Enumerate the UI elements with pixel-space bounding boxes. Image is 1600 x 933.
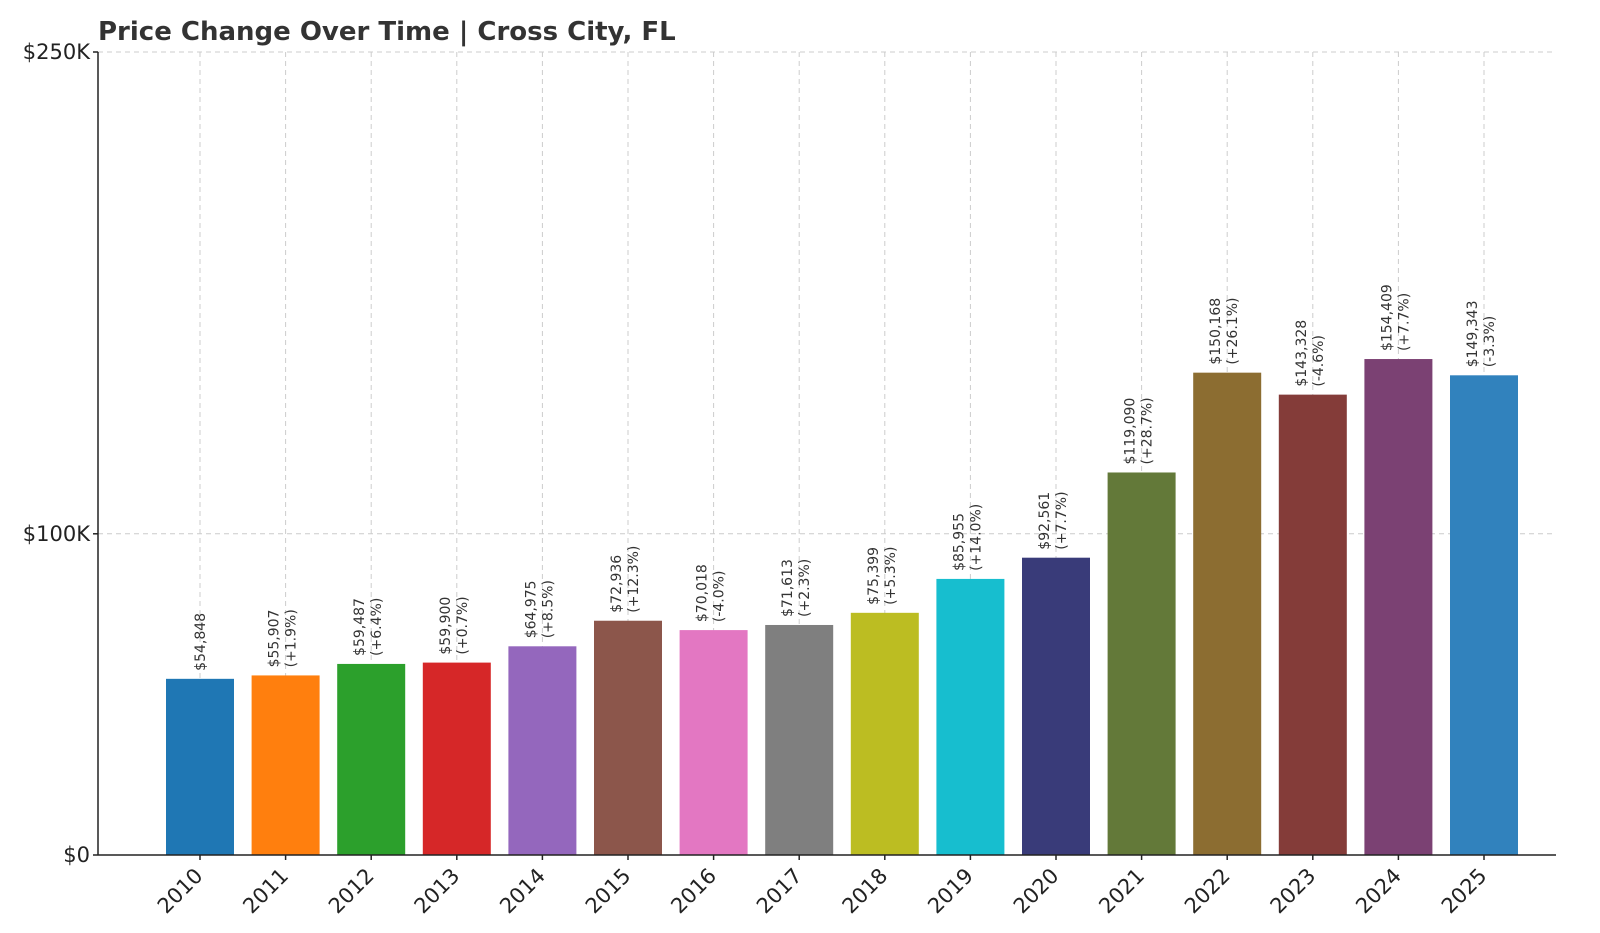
bar-2022 bbox=[1193, 372, 1262, 855]
change-label: (+1.9%) bbox=[284, 609, 300, 667]
value-label: $143,328 bbox=[1294, 320, 1310, 387]
bar-2020 bbox=[1022, 557, 1090, 855]
change-label: (+7.7%) bbox=[1396, 293, 1412, 351]
bar-2014 bbox=[508, 646, 577, 855]
data-labels: $54,848 $55,907 (+1.9%) $59,487 (+6.4%) $59,9… bbox=[193, 284, 1498, 671]
value-label: $71,613 bbox=[780, 559, 796, 617]
y-tick-label: $100K bbox=[23, 522, 91, 546]
x-tick-label: 2012 bbox=[324, 864, 379, 919]
change-label: (+5.3%) bbox=[883, 547, 899, 605]
bar-2013 bbox=[422, 662, 491, 855]
change-label: (+8.5%) bbox=[540, 580, 556, 638]
x-tick-label: 2010 bbox=[153, 864, 208, 919]
change-label: (-3.3%) bbox=[1482, 316, 1498, 368]
bar-2019 bbox=[936, 578, 1005, 855]
x-tick-label: 2023 bbox=[1266, 864, 1321, 919]
value-label: $75,399 bbox=[866, 547, 882, 605]
y-tick-label: $250K bbox=[23, 40, 91, 64]
bar-2021 bbox=[1107, 472, 1176, 855]
bar-2015 bbox=[594, 620, 662, 855]
x-tick-label: 2015 bbox=[581, 864, 636, 919]
change-label: (+12.3%) bbox=[626, 546, 642, 613]
bar-2023 bbox=[1278, 394, 1347, 855]
bar-2010 bbox=[166, 678, 234, 855]
value-label: $150,168 bbox=[1208, 298, 1224, 365]
value-label: $59,487 bbox=[352, 598, 368, 656]
change-label: (-4.0%) bbox=[712, 571, 728, 623]
bar-2016 bbox=[679, 630, 748, 855]
x-tick-label: 2020 bbox=[1009, 864, 1064, 919]
change-label: (+7.7%) bbox=[1054, 491, 1070, 549]
x-tick-label: 2014 bbox=[495, 864, 550, 919]
value-label: $154,409 bbox=[1379, 284, 1395, 351]
value-label: $59,900 bbox=[438, 597, 454, 655]
change-label: (-4.6%) bbox=[1311, 335, 1327, 387]
x-tick-label: 2024 bbox=[1351, 864, 1406, 919]
bar-2012 bbox=[337, 663, 406, 855]
x-tick-label: 2013 bbox=[410, 864, 465, 919]
x-tick-label: 2022 bbox=[1180, 864, 1235, 919]
y-tick-label: $0 bbox=[63, 843, 90, 867]
x-tick-label: 2019 bbox=[923, 864, 978, 919]
value-label: $64,975 bbox=[523, 580, 539, 638]
bar-2018 bbox=[850, 612, 919, 855]
value-label: $85,955 bbox=[951, 513, 967, 571]
value-label: $70,018 bbox=[695, 564, 711, 622]
x-tick-label: 2018 bbox=[838, 864, 893, 919]
value-label: $55,907 bbox=[267, 610, 283, 668]
change-label: (+2.3%) bbox=[797, 559, 813, 617]
change-label: (+0.7%) bbox=[455, 596, 471, 654]
x-tick-label: 2025 bbox=[1437, 864, 1492, 919]
change-label: (+6.4%) bbox=[369, 598, 385, 656]
bar-2024 bbox=[1364, 359, 1433, 855]
value-label: $72,936 bbox=[609, 555, 625, 613]
chart-title: Price Change Over Time | Cross City, FL bbox=[98, 17, 676, 47]
change-label: (+14.0%) bbox=[968, 504, 984, 571]
bar-2017 bbox=[765, 624, 834, 855]
value-label: $92,561 bbox=[1037, 492, 1053, 550]
value-label: $119,090 bbox=[1123, 398, 1139, 465]
x-tick-label: 2021 bbox=[1094, 864, 1149, 919]
bar-2025 bbox=[1450, 375, 1518, 855]
x-tick-label: 2016 bbox=[666, 864, 721, 919]
bars bbox=[166, 359, 1518, 855]
x-tick-label: 2011 bbox=[238, 864, 293, 919]
change-label: (+26.1%) bbox=[1225, 298, 1241, 365]
value-label: $149,343 bbox=[1465, 300, 1481, 367]
bar-2011 bbox=[251, 675, 320, 855]
value-label: $54,848 bbox=[193, 613, 209, 671]
change-label: (+28.7%) bbox=[1140, 397, 1156, 464]
x-tick-label: 2017 bbox=[752, 864, 807, 919]
